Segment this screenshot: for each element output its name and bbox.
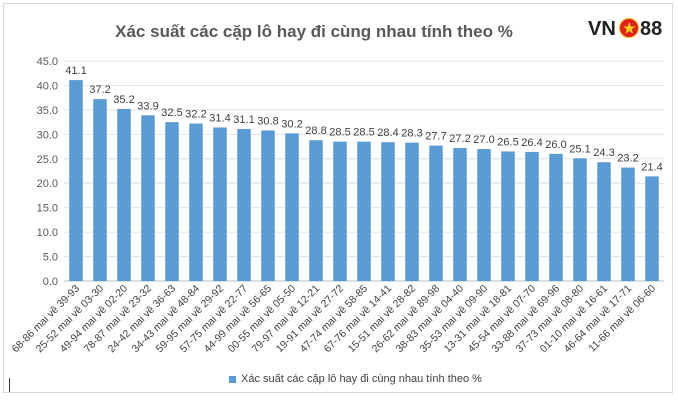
bar	[477, 149, 491, 281]
bar	[285, 133, 299, 281]
legend-label: Xác suất các cặp lô hay đi cùng nhau tín…	[241, 373, 482, 385]
data-label: 27.7	[425, 131, 446, 143]
legend-swatch	[229, 375, 236, 383]
data-label: 27.0	[473, 134, 494, 146]
data-label: 30.8	[257, 115, 278, 127]
bar	[357, 141, 371, 281]
bar	[645, 176, 659, 281]
data-label: 28.5	[329, 127, 350, 139]
bar	[117, 108, 131, 282]
data-label: 37.2	[89, 84, 110, 96]
data-label: 31.4	[209, 112, 230, 124]
y-tick-label: 5.0	[43, 252, 58, 264]
data-label: 28.5	[353, 127, 374, 139]
vn88-logo: VN ★ 88	[588, 16, 668, 44]
bar	[189, 123, 203, 281]
chart-legend: Xác suất các cặp lô hay đi cùng nhau tín…	[229, 373, 482, 385]
data-label: 28.8	[305, 125, 326, 137]
data-label: 31.1	[233, 114, 254, 126]
data-label: 32.2	[185, 109, 206, 121]
y-tick-label: 20.0	[37, 178, 58, 190]
bar	[573, 158, 587, 281]
y-tick-label: 40.0	[37, 80, 58, 92]
data-label: 23.2	[617, 153, 638, 165]
bar	[405, 142, 419, 281]
data-label: 26.4	[521, 137, 542, 149]
bar	[309, 140, 323, 281]
bar	[453, 148, 467, 281]
bar-chart: 0.0 5.0 10.0 15.0 20.0 25.0 30.0 35.0 40.0 45.0 41…	[10, 56, 664, 355]
data-label: 32.5	[161, 107, 182, 119]
y-tick-label: 0.0	[43, 276, 58, 288]
logo-text-88: 88	[640, 18, 663, 40]
bar	[333, 141, 347, 281]
bar	[429, 145, 443, 281]
bar	[261, 130, 275, 281]
data-label: 27.2	[449, 133, 470, 145]
bar	[93, 99, 107, 281]
bar	[549, 153, 563, 281]
bar	[141, 115, 155, 282]
data-label: 28.4	[377, 127, 398, 139]
bar	[69, 80, 83, 281]
y-tick-label: 10.0	[37, 227, 58, 239]
data-label: 21.4	[641, 161, 662, 173]
data-label: 33.9	[137, 100, 158, 112]
chart-title: Xác suất các cặp lô hay đi cùng nhau tín…	[115, 22, 513, 41]
flag-icon: ★	[619, 18, 639, 38]
data-label: 26.5	[497, 136, 518, 148]
data-label: 35.2	[113, 94, 134, 106]
y-tick-label: 15.0	[37, 203, 58, 215]
data-label: 28.3	[401, 128, 422, 140]
y-tick-label: 35.0	[37, 105, 58, 117]
bar	[165, 122, 179, 281]
y-tick-label: 25.0	[37, 154, 58, 166]
star-icon: ★	[623, 20, 636, 36]
bar	[525, 151, 539, 281]
bar	[381, 142, 395, 281]
y-tick-label: 45.0	[37, 56, 58, 68]
data-label: 41.1	[65, 65, 86, 77]
data-label: 24.3	[593, 147, 614, 159]
bar	[621, 167, 635, 281]
logo-text-vn: VN	[588, 18, 616, 40]
chart-frame: Xác suất các cặp lô hay đi cùng nhau tín…	[3, 3, 673, 393]
y-tick-label: 30.0	[37, 129, 58, 141]
data-label: 30.2	[281, 118, 302, 130]
bar	[237, 128, 251, 281]
data-label: 26.0	[545, 139, 566, 151]
bar	[213, 127, 227, 281]
text-cursor	[9, 378, 10, 392]
bar	[597, 162, 611, 281]
data-label: 25.1	[569, 143, 590, 155]
bar	[501, 151, 515, 281]
